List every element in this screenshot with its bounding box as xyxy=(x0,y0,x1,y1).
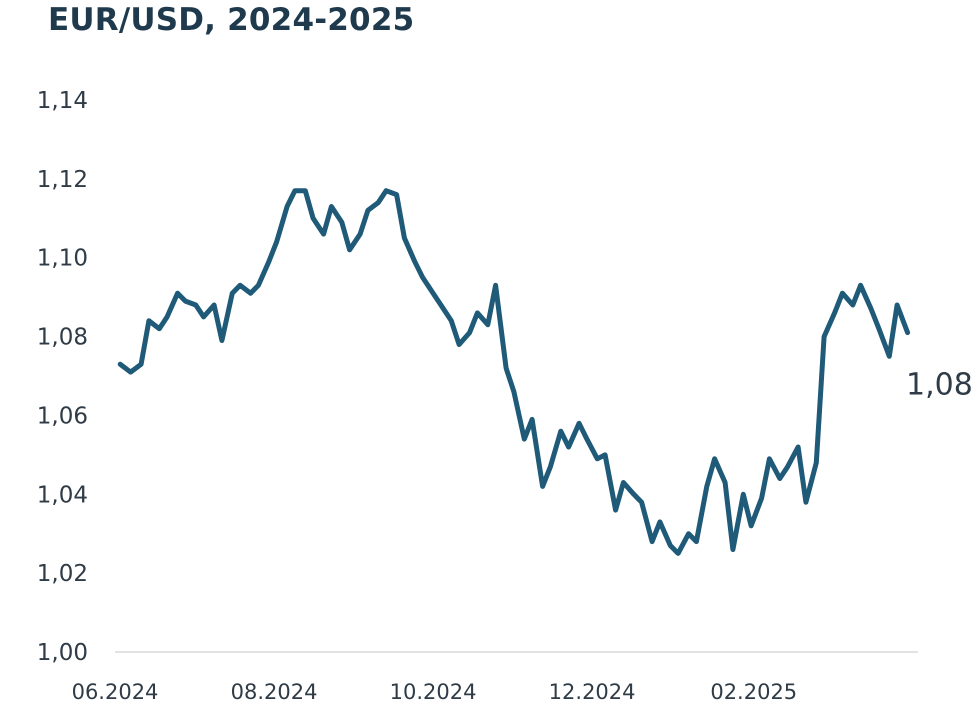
end-value-label: 1,08 xyxy=(906,368,973,403)
y-axis-ticks: 1,00 1,02 1,04 1,06 1,08 1,10 1,12 1,14 xyxy=(37,88,88,666)
y-tick-label: 1,06 xyxy=(37,403,88,429)
y-tick-label: 1,12 xyxy=(37,167,88,193)
y-tick-label: 1,02 xyxy=(37,561,88,587)
x-tick-label: 12.2024 xyxy=(549,680,636,704)
x-axis-ticks: 06.2024 08.2024 10.2024 12.2024 02.2025 xyxy=(72,680,798,704)
y-tick-label: 1,00 xyxy=(37,640,88,666)
y-tick-label: 1,04 xyxy=(37,482,88,508)
y-tick-label: 1,14 xyxy=(37,88,88,114)
y-tick-label: 1,10 xyxy=(37,246,88,272)
x-tick-label: 06.2024 xyxy=(72,680,159,704)
x-tick-label: 08.2024 xyxy=(231,680,318,704)
series-line xyxy=(117,188,911,556)
y-tick-label: 1,08 xyxy=(37,325,88,351)
x-tick-label: 10.2024 xyxy=(390,680,477,704)
x-tick-label: 02.2025 xyxy=(710,680,797,704)
chart-title: EUR/USD, 2024-2025 xyxy=(48,2,415,38)
